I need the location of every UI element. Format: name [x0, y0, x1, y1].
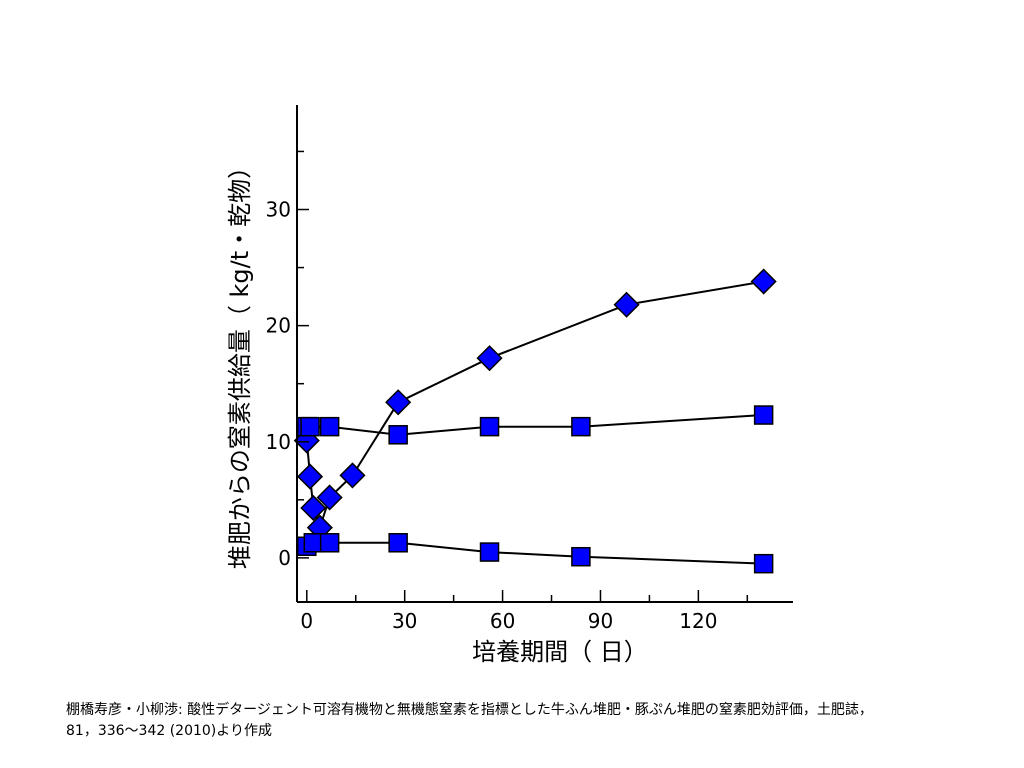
square-marker [388, 533, 408, 553]
square-marker [753, 553, 774, 574]
square-marker [479, 416, 500, 437]
series-line [305, 280, 764, 531]
square-marker [571, 546, 591, 567]
diamond-marker [750, 268, 777, 295]
x-tick-label: 120 [679, 609, 717, 633]
series-1 [293, 268, 777, 541]
x-axis-title: 培養期間（ 日） [472, 638, 648, 666]
diamond-marker [385, 389, 412, 416]
series-3 [297, 533, 774, 574]
diamond-marker [613, 291, 640, 318]
diamond-marker [476, 345, 503, 372]
diamond-marker [296, 463, 324, 490]
diamond-marker [339, 462, 366, 489]
square-marker [479, 542, 500, 562]
x-tick-label: 0 [300, 609, 313, 633]
y-tick-label: 10 [266, 430, 291, 454]
y-tick-label: 20 [266, 314, 291, 338]
series-layer [293, 268, 777, 574]
square-marker [303, 533, 324, 553]
square-marker [388, 425, 408, 445]
x-tick-label: 90 [588, 609, 613, 633]
series-line [306, 414, 764, 436]
y-axis-title: 堆肥からの窒素供給量（ kg/t・乾物） [226, 155, 254, 569]
source-citation: 棚橋寿彦・小柳渉: 酸性デタージェント可溶有機物と無機態窒素を指標とした牛ふん堆… [66, 700, 1006, 742]
series-line [306, 541, 764, 565]
citation-line-1: 棚橋寿彦・小柳渉: 酸性デタージェント可溶有機物と無機態窒素を指標とした牛ふん堆… [66, 702, 873, 718]
diamond-marker [300, 494, 327, 522]
citation-line-2: 81，336～342 (2010)より作成 [66, 723, 272, 739]
axes-layer: 0 10 20 30 0 30 60 90 120 [266, 105, 793, 633]
square-marker [319, 416, 340, 437]
square-marker [319, 533, 340, 553]
x-tick-label: 30 [392, 609, 417, 633]
square-marker [753, 405, 774, 425]
series-2 [297, 405, 774, 445]
square-marker [300, 416, 320, 437]
x-tick-label: 60 [490, 609, 515, 633]
y-tick-label: 0 [278, 546, 291, 570]
diamond-marker [316, 484, 343, 511]
y-tick-label: 30 [266, 198, 291, 222]
square-marker [571, 416, 591, 437]
